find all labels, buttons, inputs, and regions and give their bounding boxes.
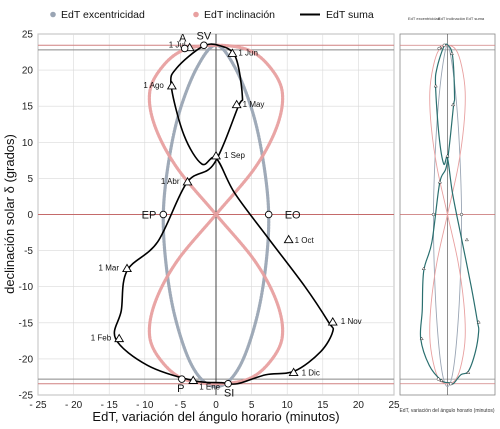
special-point-label-1: A <box>179 32 187 44</box>
thumb-month-marker-8 <box>445 154 450 158</box>
x-tick-label-9: 20 <box>353 400 365 411</box>
x-tick-label-5: 0 <box>213 400 219 411</box>
x-axis-label: EdT, variación del ángulo horario (minut… <box>92 409 339 424</box>
y-tick-label-5: 0 <box>27 210 33 221</box>
y-tick-label-2: -15 <box>19 318 34 329</box>
legend: EdT excentricidad EdT inclinación EdT suma <box>50 9 374 21</box>
month-marker-3 <box>182 176 193 186</box>
legend-label-1: EdT inclinación <box>204 9 275 21</box>
month-marker-10 <box>327 316 338 326</box>
month-label-8: 1 Sep <box>224 151 245 160</box>
month-label-4: 1 May <box>243 100 265 109</box>
month-marker-4 <box>231 99 242 109</box>
y-tick-label-10: 25 <box>22 30 34 41</box>
legend-label-0: EdT excentricidad <box>61 9 145 21</box>
special-point-5 <box>224 379 232 388</box>
month-marker-7 <box>166 80 177 90</box>
legend-swatch-0 <box>50 11 56 18</box>
thumb-month-marker-5 <box>449 51 454 55</box>
thumb-month-marker-0 <box>439 378 444 382</box>
special-point-1 <box>180 44 189 53</box>
y-tick-label-7: 10 <box>22 138 34 149</box>
legend-label-2: EdT suma <box>326 9 374 21</box>
thumb-month-marker-1 <box>419 336 424 340</box>
thumb-month-marker-11 <box>466 370 471 374</box>
x-tick-label-2: - 15 <box>101 400 119 411</box>
month-marker-11 <box>288 367 299 377</box>
thumb-point-0 <box>442 43 446 47</box>
y-tick-label-4: -5 <box>24 246 33 257</box>
thumb-series-0 <box>432 44 463 388</box>
special-points-layer: SV A EP EO P SI <box>142 30 301 399</box>
special-point-label-4: P <box>177 383 184 395</box>
month-marker-5 <box>227 48 238 57</box>
thumb-month-marker-7 <box>433 83 438 88</box>
x-tick-label-8: 15 <box>317 400 329 411</box>
y-tick-labels: -25 -20 -15 -10 -5 0 5 10 15 20 25 <box>19 30 34 402</box>
thumb-month-marker-2 <box>421 266 426 270</box>
thumb-point-5 <box>449 382 453 386</box>
month-label-2: 1 Mar <box>99 264 120 273</box>
special-point-0 <box>200 41 208 50</box>
month-marker-8 <box>211 150 221 160</box>
thumb-month-marker-4 <box>451 102 455 107</box>
y-tick-label-9: 20 <box>22 66 34 77</box>
y-axis-label: declinación solar δ (grados) <box>2 134 17 294</box>
special-point-label-0: SV <box>197 30 212 42</box>
series-0-curve <box>161 43 271 389</box>
x-tick-labels: - 25 - 20 - 15 - 10 - 5 0 5 10 15 20 25 <box>29 400 400 411</box>
x-tick-label-3: - 10 <box>136 400 154 411</box>
thumbnail-panel: EdT excentricidad EdT inclinación EdT su… <box>399 16 496 414</box>
month-label-5: 1 Jun <box>238 48 258 57</box>
series-1-curve <box>147 43 285 386</box>
thumb-point-2 <box>431 212 436 217</box>
month-label-11: 1 Dic <box>302 369 320 378</box>
month-markers-layer: 1 Ene 1 Feb 1 Mar 1 Abr 1 May 1 Jun 1 Jul 1 Ago… <box>91 41 362 392</box>
y-tick-label-8: 15 <box>22 102 34 113</box>
thumbnail-legend-2: EdT inclinación <box>438 16 465 21</box>
thumb-month-marker-3 <box>437 180 442 184</box>
thumbnail-legend-3: EdT suma <box>466 16 485 21</box>
special-point-2 <box>159 210 168 219</box>
month-label-7: 1 Ago <box>143 81 164 90</box>
thumb-point-4 <box>436 377 440 381</box>
month-marker-9 <box>283 234 294 244</box>
x-tick-label-6: 5 <box>249 400 255 411</box>
thumbnail-x-axis-label: EdT, variación del ángulo horario (minut… <box>399 408 494 414</box>
month-label-6: 1 Jul <box>169 41 186 50</box>
x-tick-label-4: - 5 <box>175 400 187 411</box>
main-plot-area: 1 Ene 1 Feb 1 Mar 1 Abr 1 May 1 Jun 1 Jul 1 Ago… <box>19 30 400 412</box>
thumb-point-1 <box>437 46 441 51</box>
thumbnail-plot <box>400 34 495 395</box>
x-tick-label-1: - 20 <box>65 400 83 411</box>
month-marker-2 <box>122 263 132 273</box>
month-label-9: 1 Oct <box>295 236 315 245</box>
month-label-3: 1 Abr <box>161 177 180 186</box>
y-tick-label-6: 5 <box>27 174 33 185</box>
y-tick-label-3: -10 <box>19 282 34 293</box>
month-label-10: 1 Nov <box>341 317 362 326</box>
thumb-month-marker-9 <box>464 237 469 242</box>
month-marker-1 <box>114 333 125 343</box>
month-label-1: 1 Feb <box>91 334 112 343</box>
special-point-label-5: SI <box>224 388 234 400</box>
special-point-label-3: EO <box>285 210 301 222</box>
x-tick-label-7: 10 <box>282 400 294 411</box>
thumb-month-marker-10 <box>476 320 481 324</box>
special-point-4 <box>178 375 186 383</box>
special-point-label-2: EP <box>142 210 157 222</box>
thumb-point-3 <box>459 212 464 217</box>
thumbnail-legend-1: EdT excentricidad <box>408 16 440 21</box>
y-tick-label-1: -20 <box>19 354 34 365</box>
legend-swatch-1 <box>193 11 199 18</box>
month-label-0: 1 Ene <box>199 383 220 392</box>
y-tick-label-0: -25 <box>19 391 34 402</box>
thumb-series-1 <box>429 44 466 385</box>
x-tick-label-0: - 25 <box>29 400 47 411</box>
x-tick-label-10: 25 <box>388 400 400 411</box>
month-marker-0 <box>188 375 199 384</box>
special-point-3 <box>264 210 273 219</box>
